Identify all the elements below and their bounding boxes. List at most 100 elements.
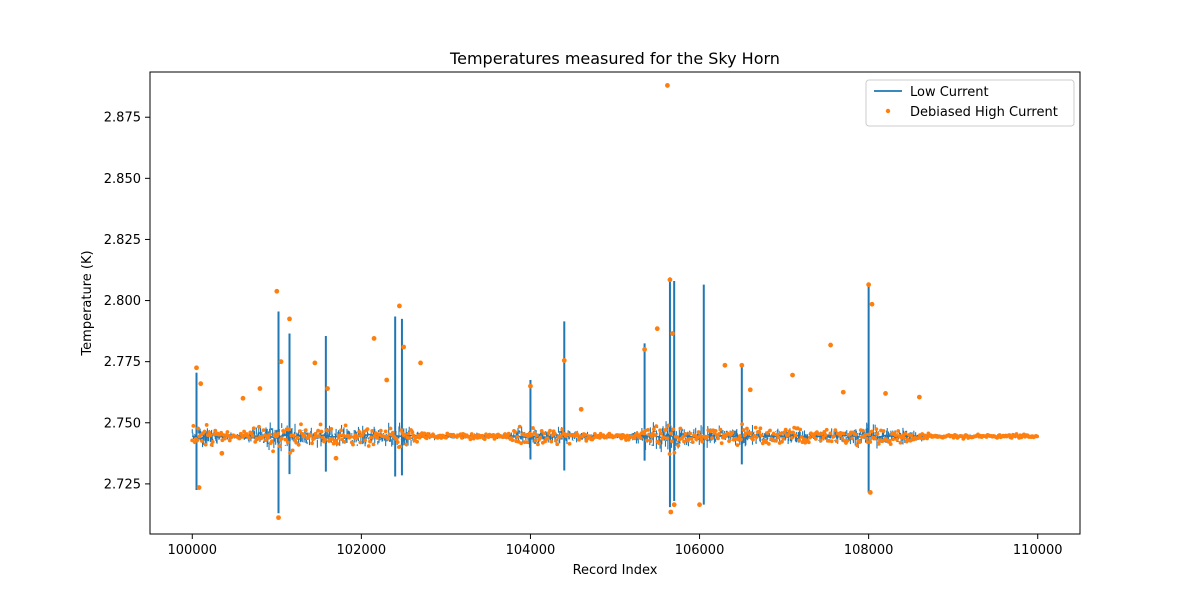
noise-point	[798, 427, 803, 432]
data-point	[276, 515, 281, 521]
noise-point	[717, 432, 722, 436]
series-points-debiased-high-current	[194, 83, 922, 521]
noise-point	[533, 438, 538, 443]
noise-point	[845, 438, 850, 443]
y-tick-label: 2.875	[104, 111, 141, 126]
noise-point	[675, 435, 680, 439]
noise-point	[548, 428, 552, 433]
noise-point	[370, 428, 375, 433]
noise-point	[404, 442, 409, 447]
noise-point	[790, 436, 794, 440]
noise-point	[277, 444, 282, 449]
noise-point	[873, 436, 878, 441]
data-point	[401, 344, 407, 350]
x-tick-label: 110000	[1013, 543, 1063, 558]
noise-point	[287, 427, 291, 432]
noise-point	[776, 435, 781, 440]
noise-point	[424, 436, 429, 441]
noise-point	[758, 426, 763, 431]
noise-point	[365, 427, 370, 431]
noise-point	[669, 439, 674, 444]
noise-point	[302, 433, 307, 437]
noise-point	[696, 430, 701, 434]
legend-swatch-debiased-high-current	[885, 108, 891, 114]
noise-point	[266, 435, 271, 440]
noise-point	[368, 439, 372, 444]
noise-point	[535, 442, 540, 447]
noise-point	[780, 439, 784, 444]
noise-point	[678, 426, 683, 431]
y-tick-label: 2.725	[104, 477, 141, 492]
noise-point	[716, 436, 720, 441]
noise-point	[319, 429, 324, 434]
data-point	[578, 406, 584, 412]
y-axis: 2.725 2.750 2.775 2.800 2.825 2.850 2.875	[104, 111, 150, 492]
noise-point	[334, 438, 339, 443]
noise-point	[727, 439, 731, 444]
noise-point	[257, 424, 261, 429]
noise-point	[203, 442, 208, 447]
noise-point	[778, 431, 783, 436]
noise-point	[895, 437, 899, 442]
data-point	[866, 282, 872, 288]
noise-point	[759, 433, 764, 438]
low-current-spikes	[195, 277, 870, 514]
noise-point	[335, 441, 340, 446]
data-point	[869, 301, 875, 307]
noise-point	[806, 440, 811, 445]
data-point	[790, 372, 795, 378]
noise-point	[316, 428, 321, 433]
noise-point	[383, 429, 388, 434]
noise-point	[444, 435, 448, 440]
noise-point	[339, 428, 343, 433]
noise-point	[482, 437, 487, 442]
noise-point	[399, 428, 404, 433]
noise-point	[893, 433, 898, 438]
noise-point	[398, 444, 403, 449]
noise-point	[351, 442, 355, 447]
noise-point	[797, 438, 802, 443]
noise-point	[698, 434, 702, 438]
noise-point	[857, 440, 862, 444]
noise-point	[832, 434, 836, 439]
noise-point	[560, 427, 565, 432]
y-tick-label: 2.850	[104, 172, 141, 187]
noise-point	[363, 438, 368, 443]
data-point	[654, 326, 660, 332]
noise-point	[554, 438, 559, 443]
noise-point	[657, 441, 661, 446]
noise-point	[343, 423, 348, 428]
noise-point	[902, 436, 906, 440]
noise-point	[644, 438, 649, 443]
noise-point	[647, 432, 651, 437]
high-current-noise-points	[190, 422, 1040, 456]
data-point	[219, 450, 225, 456]
noise-point	[771, 431, 776, 436]
noise-point	[705, 434, 710, 439]
noise-point	[850, 436, 855, 441]
data-point	[198, 381, 204, 387]
noise-point	[840, 436, 845, 441]
noise-point	[577, 437, 581, 442]
noise-point	[782, 430, 787, 435]
noise-point	[861, 428, 865, 433]
noise-point	[737, 434, 742, 438]
noise-point	[531, 426, 535, 430]
data-point	[371, 336, 377, 341]
noise-point	[841, 431, 846, 436]
noise-point	[898, 440, 903, 445]
noise-point	[242, 429, 247, 434]
noise-point	[783, 427, 788, 432]
plot-area	[190, 83, 1040, 521]
noise-point	[683, 432, 688, 436]
noise-point	[323, 437, 328, 442]
noise-point	[355, 434, 360, 439]
noise-point	[833, 428, 838, 433]
data-point	[333, 455, 339, 461]
noise-point	[788, 430, 793, 435]
data-point	[670, 331, 675, 336]
noise-point	[766, 442, 771, 446]
noise-point	[719, 441, 724, 446]
data-point	[642, 347, 647, 352]
noise-point	[279, 436, 284, 441]
